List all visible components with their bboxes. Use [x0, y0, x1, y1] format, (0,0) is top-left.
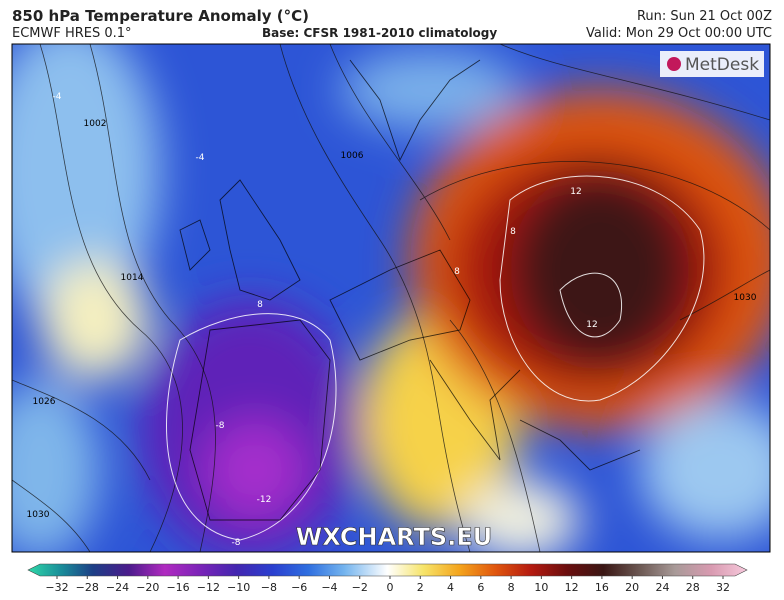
colorbar-label: −32: [45, 581, 68, 594]
colorbar-label: 32: [716, 581, 730, 594]
colorbar-label: 8: [508, 581, 515, 594]
valid: Valid: Mon 29 Oct 00:00 UTC: [585, 26, 772, 41]
header: 850 hPa Temperature Anomaly (°C) ECMWF H…: [0, 0, 784, 44]
colorbar-label: −20: [136, 581, 159, 594]
map-frame: [11, 43, 771, 553]
contour-label: 1030: [27, 510, 50, 520]
watermark: WXCHARTS.EU: [296, 523, 492, 551]
contour-label: 8: [510, 227, 516, 237]
contour-label: 12: [586, 320, 597, 330]
map-field: [12, 44, 770, 552]
colorbar-label: −10: [227, 581, 250, 594]
colorbar-label: −6: [291, 581, 307, 594]
contour-label: -8: [232, 538, 241, 548]
colorbar-label: 4: [447, 581, 454, 594]
base: Base: CFSR 1981-2010 climatology: [262, 26, 498, 40]
colorbar-label: −4: [321, 581, 337, 594]
contour-label: 1014: [121, 273, 144, 283]
contour-label: 1002: [84, 119, 107, 129]
logo-icon: [667, 57, 681, 71]
contour-label: 8: [257, 300, 263, 310]
contour-label: 8: [454, 267, 460, 277]
contour-label: -12: [257, 495, 272, 505]
colorbar-label: 0: [387, 581, 394, 594]
logo: MetDesk: [685, 55, 759, 75]
colorbar-label: 2: [417, 581, 424, 594]
colorbar-label: 20: [625, 581, 639, 594]
colorbar-label: 28: [686, 581, 700, 594]
colorbar-label: −24: [106, 581, 129, 594]
contour-label: 1030: [734, 293, 757, 303]
colorbar-label: −28: [76, 581, 99, 594]
colorbar-label: 24: [655, 581, 669, 594]
colorbar-label: 6: [477, 581, 484, 594]
contour-label: -8: [216, 421, 225, 431]
contour-label: -4: [53, 92, 62, 102]
colorbar-label: 16: [595, 581, 609, 594]
model: ECMWF HRES 0.1°: [12, 26, 132, 41]
run: Run: Sun 21 Oct 00Z: [636, 9, 772, 24]
contour-label: 12: [570, 187, 581, 197]
colorbar-label: −2: [352, 581, 368, 594]
colorbar-label: −12: [197, 581, 220, 594]
colorbar-label: 10: [534, 581, 548, 594]
contour-label: -4: [196, 153, 205, 163]
colorbar-label: 12: [565, 581, 579, 594]
contour-label: 1026: [33, 397, 56, 407]
colorbar: [27, 563, 748, 577]
colorbar-label: −16: [166, 581, 189, 594]
contour-label: 1006: [341, 151, 364, 161]
colorbar-label: −8: [261, 581, 277, 594]
title: 850 hPa Temperature Anomaly (°C): [12, 7, 309, 25]
